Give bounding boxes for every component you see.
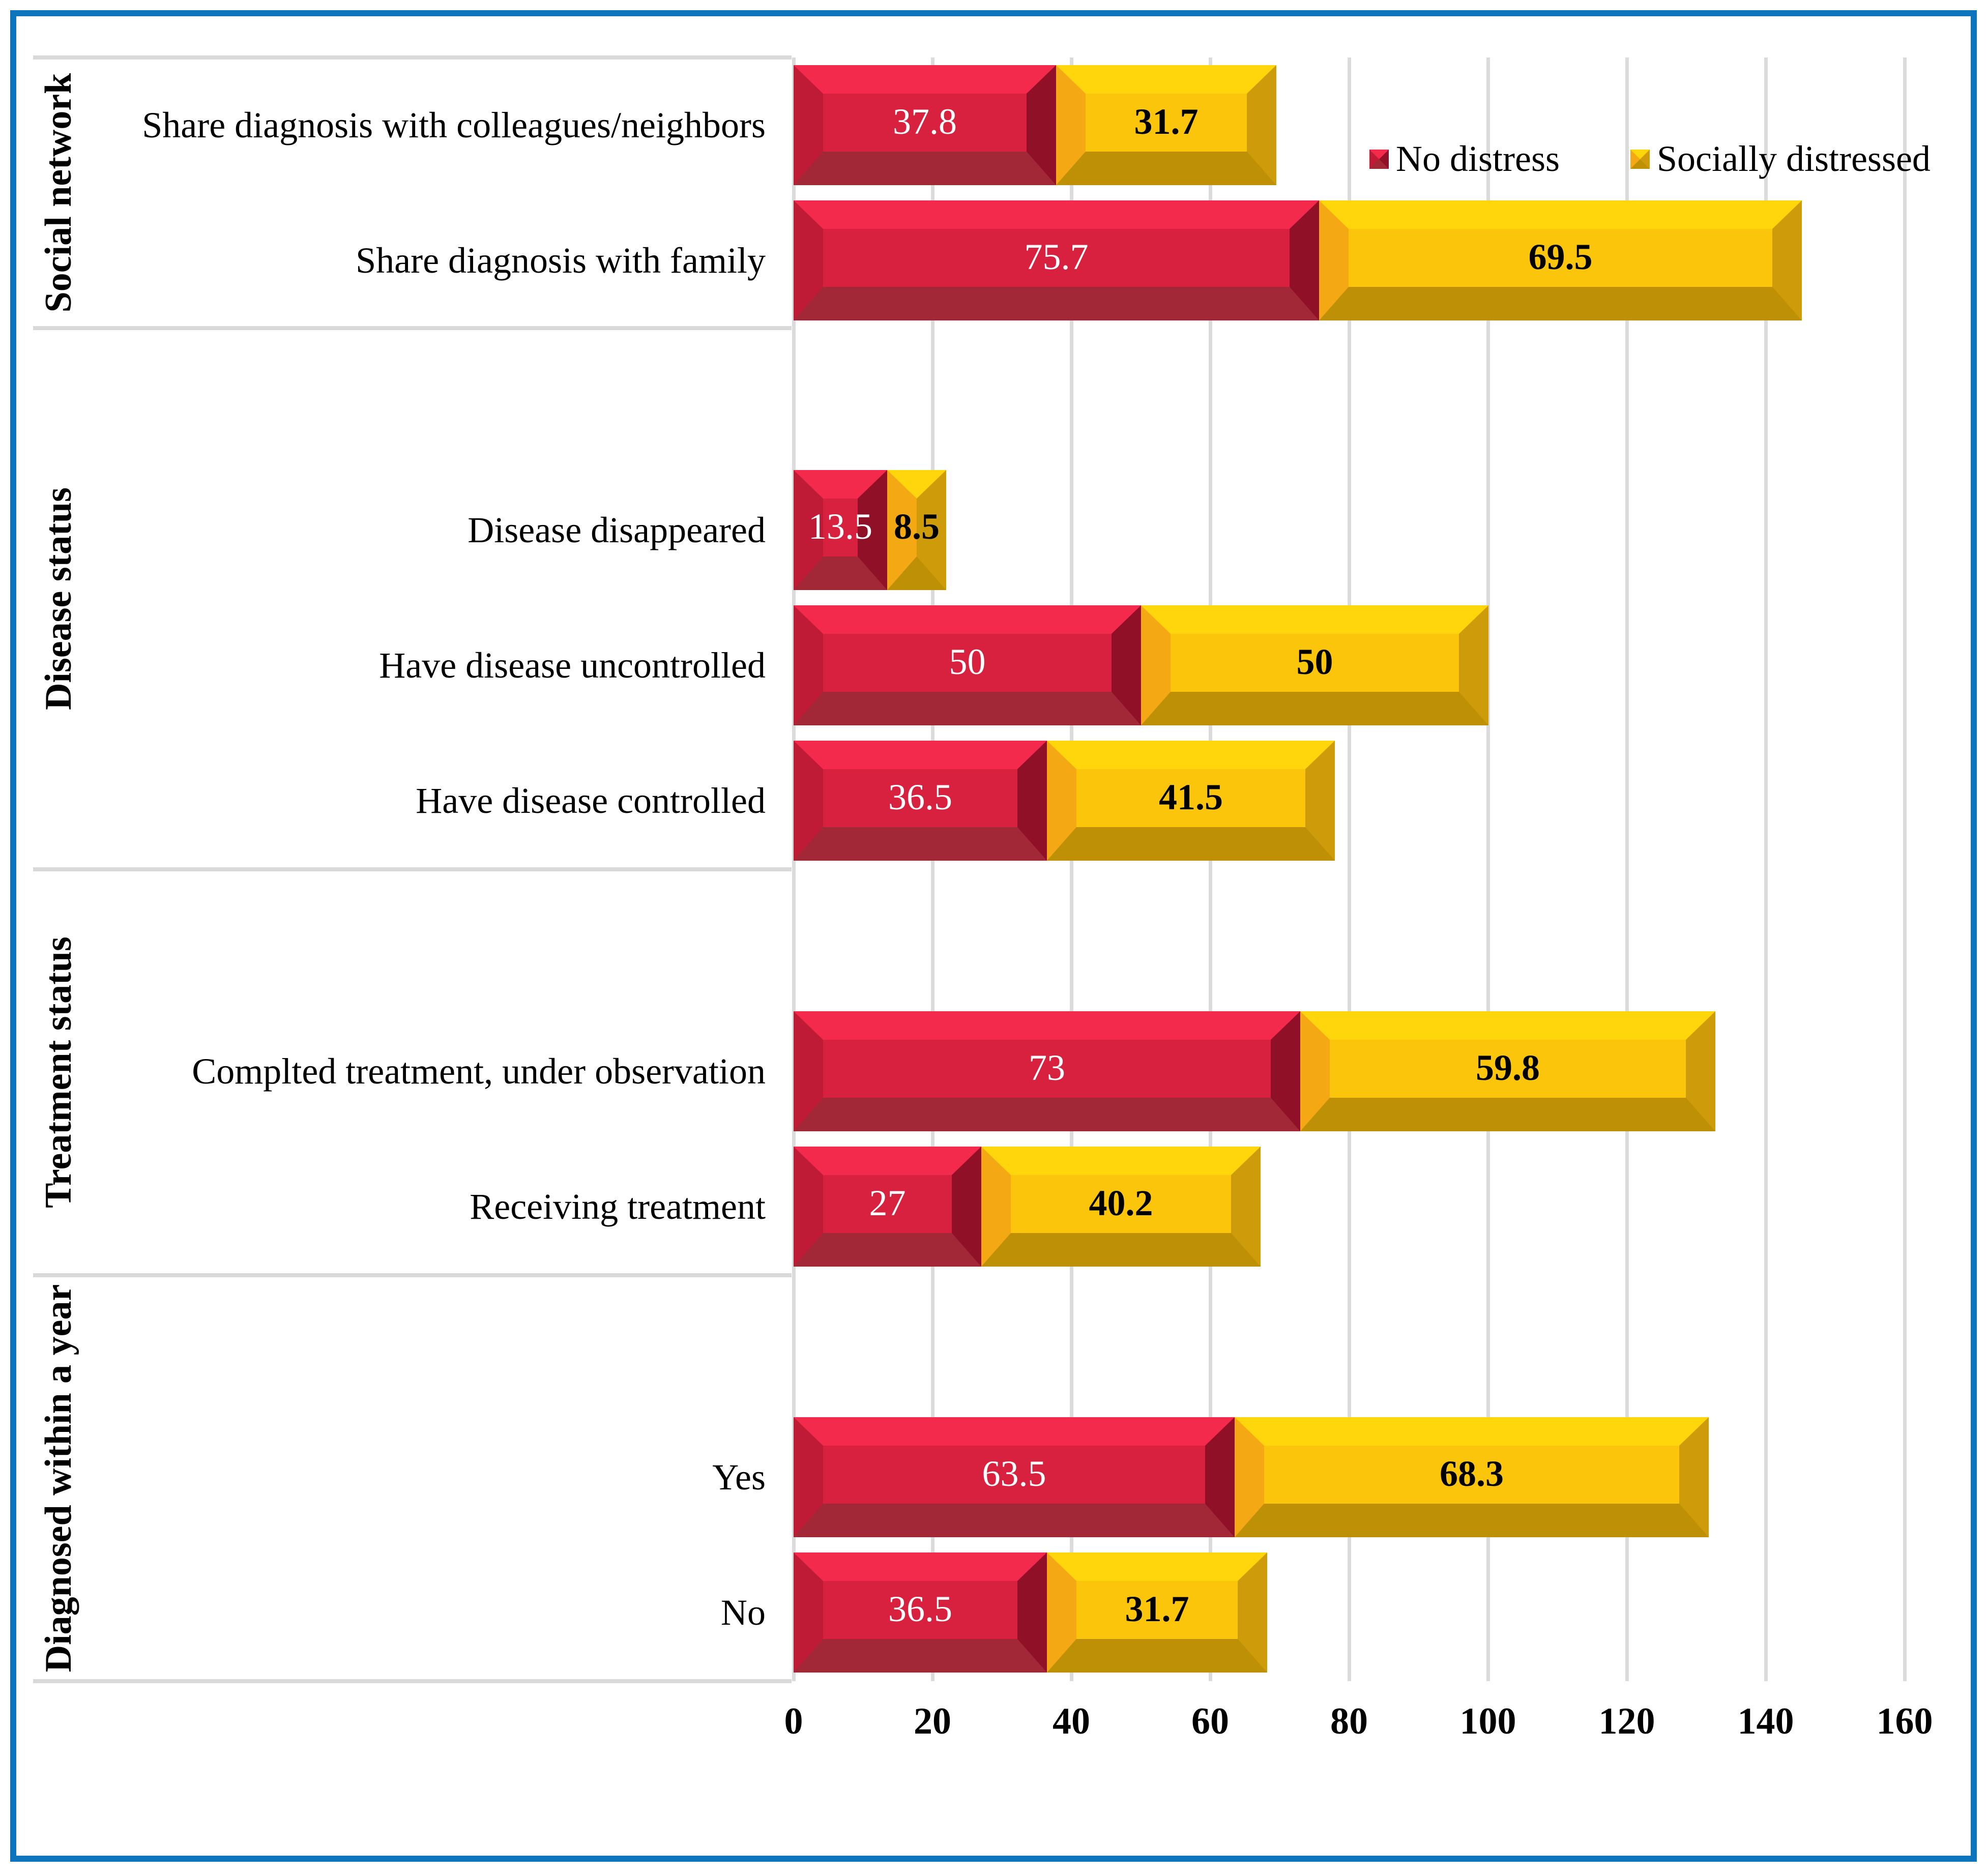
- bar-value-socially-distressed: 68.3: [1440, 1453, 1504, 1494]
- bar-segment-no-distress: 73: [794, 1011, 1300, 1131]
- category-box-top-line: [33, 55, 792, 60]
- bar-bevel-no-distress: [794, 1147, 981, 1267]
- bar-segment-socially-distressed: 31.7: [1047, 1552, 1267, 1673]
- bar-segment-no-distress: 63.5: [794, 1417, 1235, 1537]
- group-separator-line: [33, 867, 792, 871]
- bar-value-socially-distressed: 31.7: [1125, 1589, 1189, 1629]
- bar-value-socially-distressed: 8.5: [894, 506, 940, 547]
- x-tick-label-160: 160: [1876, 1701, 1933, 1742]
- bar-segment-no-distress: 27: [794, 1147, 981, 1267]
- category-label: Disease disappeared: [467, 509, 766, 550]
- legend-item-no-distress: No distress: [1369, 138, 1560, 180]
- x-tick-label-120: 120: [1598, 1701, 1655, 1742]
- bar-segment-no-distress: 37.8: [794, 65, 1056, 185]
- x-tick-label-100: 100: [1459, 1701, 1516, 1742]
- bar-segment-no-distress: 50: [794, 605, 1141, 725]
- category-label: Have disease controlled: [416, 780, 766, 821]
- bar-segment-socially-distressed: 31.7: [1056, 65, 1276, 185]
- bar-bevel-no-distress: [794, 200, 1319, 320]
- x-gridline-60: [1209, 57, 1212, 1681]
- bar-value-no-distress: 37.8: [893, 101, 957, 142]
- bar-segment-socially-distressed: 68.3: [1235, 1417, 1709, 1537]
- category-label: Receiving treatment: [470, 1186, 766, 1227]
- x-gridline-140: [1764, 57, 1768, 1681]
- bar-segment-no-distress: 13.5: [794, 470, 887, 590]
- bar-bevel-socially-distressed: [1141, 605, 1488, 725]
- x-tick-label-140: 140: [1737, 1701, 1794, 1742]
- bar-bevel-no-distress: [794, 605, 1141, 725]
- bar-segment-socially-distressed: 59.8: [1300, 1011, 1715, 1131]
- bar-bevel-socially-distressed: [981, 1147, 1261, 1267]
- bar-segment-socially-distressed: 8.5: [887, 470, 946, 590]
- bar-bevel-socially-distressed: [1319, 200, 1802, 320]
- bar-bevel-no-distress: [794, 1552, 1047, 1673]
- bar-bevel-socially-distressed: [1056, 65, 1276, 185]
- bar-value-no-distress: 75.7: [1024, 237, 1089, 277]
- category-label: Share diagnosis with family: [356, 240, 766, 281]
- bar-segment-no-distress: 75.7: [794, 200, 1319, 320]
- no-distress-legend-swatch-icon: [1369, 149, 1389, 169]
- bar-bevel-no-distress: [794, 741, 1047, 861]
- bar-bevel-socially-distressed: [1047, 1552, 1267, 1673]
- bar-bevel-socially-distressed: [887, 470, 946, 590]
- legend-label-socially-distressed: Socially distressed: [1657, 138, 1931, 179]
- x-tick-label-0: 0: [784, 1701, 803, 1742]
- bar-value-no-distress: 13.5: [808, 506, 872, 547]
- x-gridline-100: [1486, 57, 1490, 1681]
- bar-value-no-distress: 27: [869, 1183, 906, 1223]
- bar-segment-socially-distressed: 40.2: [981, 1147, 1261, 1267]
- legend-item-socially-distressed: Socially distressed: [1630, 138, 1931, 180]
- category-box-bottom-line: [33, 1679, 792, 1683]
- group-separator-line: [33, 326, 792, 330]
- category-label: No: [721, 1592, 766, 1633]
- bar-bevel-no-distress: [794, 65, 1056, 185]
- category-label: Have disease uncontrolled: [379, 644, 766, 686]
- bar-value-socially-distressed: 50: [1296, 641, 1333, 682]
- bar-value-no-distress: 36.5: [888, 1589, 952, 1629]
- bar-value-no-distress: 63.5: [982, 1453, 1046, 1494]
- bar-bevel-socially-distressed: [1047, 741, 1335, 861]
- bar-segment-no-distress: 36.5: [794, 1552, 1047, 1673]
- bar-bevel-socially-distressed: [1235, 1417, 1709, 1537]
- x-gridline-40: [1070, 57, 1073, 1681]
- x-gridline-0: [792, 57, 796, 1681]
- bar-bevel-no-distress: [794, 470, 887, 590]
- bar-value-socially-distressed: 59.8: [1476, 1047, 1540, 1088]
- bar-value-no-distress: 73: [1029, 1047, 1065, 1088]
- bar-value-no-distress: 36.5: [888, 777, 952, 817]
- x-gridline-120: [1625, 57, 1629, 1681]
- bar-value-socially-distressed: 41.5: [1159, 777, 1223, 817]
- bar-bevel-no-distress: [794, 1417, 1235, 1537]
- bar-bevel-socially-distressed: [1300, 1011, 1715, 1131]
- x-tick-label-80: 80: [1330, 1701, 1368, 1742]
- bar-value-socially-distressed: 40.2: [1089, 1183, 1153, 1223]
- x-gridline-20: [931, 57, 934, 1681]
- bar-value-socially-distressed: 31.7: [1134, 101, 1199, 142]
- bar-segment-socially-distressed: 41.5: [1047, 741, 1335, 861]
- socially-distressed-legend-swatch-icon: [1630, 149, 1650, 169]
- bar-segment-socially-distressed: 69.5: [1319, 200, 1802, 320]
- category-label: Share diagnosis with colleagues/neighbor…: [142, 104, 766, 145]
- x-gridline-160: [1903, 57, 1907, 1681]
- x-tick-label-20: 20: [914, 1701, 951, 1742]
- chart-outer-border: [10, 10, 1977, 1862]
- x-gridline-80: [1348, 57, 1351, 1681]
- group-separator-line: [33, 1273, 792, 1277]
- x-tick-label-60: 60: [1191, 1701, 1229, 1742]
- category-label: Yes: [712, 1456, 766, 1498]
- bar-bevel-no-distress: [794, 1011, 1300, 1131]
- x-tick-label-40: 40: [1053, 1701, 1090, 1742]
- bar-value-no-distress: 50: [949, 641, 986, 682]
- legend-label-no-distress: No distress: [1396, 138, 1560, 179]
- bar-value-socially-distressed: 69.5: [1528, 237, 1593, 277]
- bar-segment-no-distress: 36.5: [794, 741, 1047, 861]
- bar-segment-socially-distressed: 50: [1141, 605, 1488, 725]
- category-label: Complted treatment, under observation: [192, 1050, 766, 1092]
